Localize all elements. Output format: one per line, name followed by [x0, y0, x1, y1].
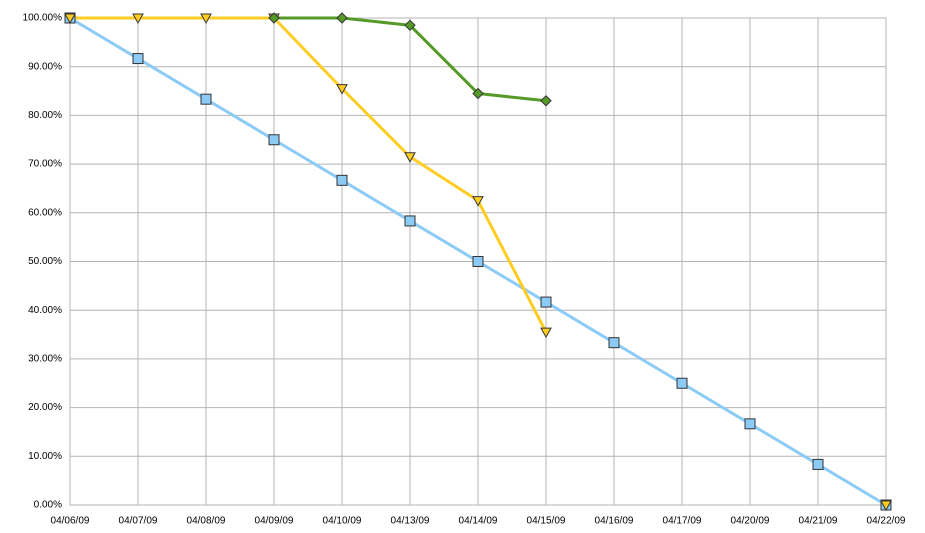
y-tick-label: 10.00% — [28, 451, 62, 462]
y-tick-label: 20.00% — [28, 402, 62, 413]
y-tick-label: 100.00% — [23, 13, 63, 24]
x-tick-label: 04/21/09 — [799, 516, 838, 527]
y-tick-label: 90.00% — [28, 61, 62, 72]
x-tick-label: 04/07/09 — [119, 516, 158, 527]
marker — [744, 418, 756, 430]
marker — [404, 215, 416, 227]
x-tick-label: 04/16/09 — [595, 516, 634, 527]
marker — [812, 458, 824, 470]
marker — [472, 256, 484, 267]
marker — [472, 196, 484, 207]
x-tick-label: 04/10/09 — [323, 516, 362, 527]
marker — [200, 13, 212, 25]
marker — [336, 84, 348, 95]
marker — [268, 12, 280, 24]
marker — [132, 53, 144, 65]
marker — [200, 93, 212, 105]
y-tick-label: 60.00% — [28, 207, 62, 218]
marker — [676, 377, 688, 389]
marker — [268, 134, 280, 146]
y-tick-label: 0.00% — [34, 500, 62, 511]
marker — [540, 296, 552, 308]
marker — [336, 174, 348, 186]
x-tick-label: 04/17/09 — [663, 516, 702, 527]
x-tick-label: 04/13/09 — [391, 516, 430, 527]
marker — [132, 13, 144, 25]
x-tick-label: 04/20/09 — [731, 516, 770, 527]
x-tick-label: 04/15/09 — [527, 516, 566, 527]
x-tick-label: 04/06/09 — [51, 516, 90, 527]
marker — [608, 337, 620, 349]
marker — [336, 12, 348, 24]
marker — [64, 13, 76, 25]
x-tick-label: 04/08/09 — [187, 516, 226, 527]
y-tick-label: 70.00% — [28, 159, 62, 170]
marker — [404, 152, 416, 163]
marker — [880, 500, 892, 512]
y-tick-label: 80.00% — [28, 110, 62, 121]
marker — [540, 95, 552, 107]
x-tick-label: 04/09/09 — [255, 516, 294, 527]
y-tick-label: 50.00% — [28, 256, 62, 267]
marker — [540, 327, 552, 339]
x-tick-label: 04/14/09 — [459, 516, 498, 527]
y-tick-label: 30.00% — [28, 354, 62, 365]
marker — [472, 87, 484, 100]
y-tick-label: 40.00% — [28, 305, 62, 316]
x-tick-label: 04/22/09 — [867, 516, 906, 527]
marker — [404, 19, 416, 32]
